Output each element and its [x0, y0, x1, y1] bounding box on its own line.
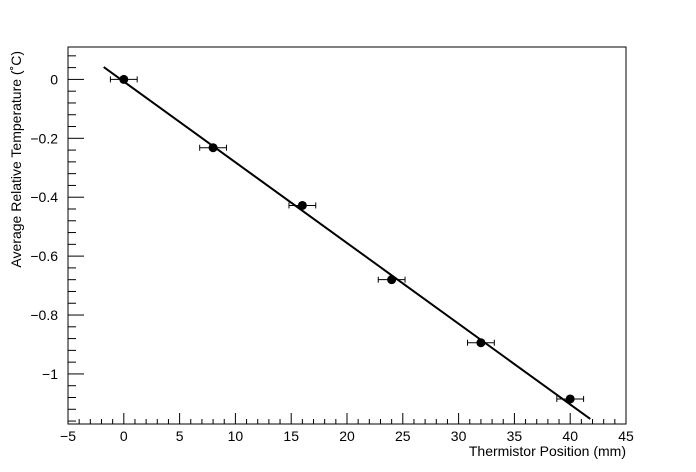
x-tick-label: 30: [451, 428, 467, 444]
y-tick-label: −0.2: [30, 130, 58, 146]
y-tick-label: 0: [50, 71, 58, 87]
data-point: [119, 74, 129, 84]
x-tick-label: 5: [176, 428, 184, 444]
data-point: [476, 338, 486, 348]
x-tick-label: 0: [120, 428, 128, 444]
y-axis: 0 −0.2 −0.4 −0.6 −0.8 −1: [30, 55, 84, 422]
x-tick-label: 40: [562, 428, 578, 444]
x-tick-label: 20: [339, 428, 355, 444]
data-points: [109, 74, 585, 404]
y-tick-label: −0.8: [30, 307, 58, 323]
fit-line: [103, 66, 591, 420]
x-tick-label: 10: [228, 428, 244, 444]
x-tick-label: 15: [283, 428, 299, 444]
y-axis-title: Average Relative Temperature (˚C): [8, 51, 24, 268]
x-axis-title: Thermistor Position (mm): [469, 443, 626, 459]
data-point: [387, 275, 397, 285]
data-point: [297, 200, 307, 210]
y-tick-label: −0.6: [30, 248, 58, 264]
data-point: [565, 394, 575, 404]
x-tick-label: 25: [395, 428, 411, 444]
x-tick-label: −5: [60, 428, 76, 444]
y-tick-label: −0.4: [30, 189, 58, 205]
x-tick-label: 45: [618, 428, 634, 444]
fit-line-group: [103, 66, 591, 420]
x-axis: −5 0 5 10 15 20 25 30 35 40 45: [60, 413, 634, 444]
y-tick-label: −1: [42, 366, 58, 382]
x-tick-label: 35: [507, 428, 523, 444]
data-point: [208, 143, 218, 153]
